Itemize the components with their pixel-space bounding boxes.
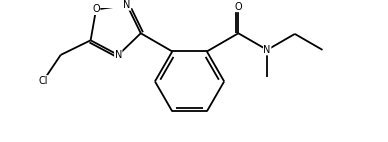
Text: Cl: Cl (39, 76, 48, 86)
Text: O: O (92, 5, 100, 14)
Text: N: N (263, 45, 271, 55)
Text: N: N (123, 0, 131, 10)
Text: O: O (235, 2, 242, 12)
Text: N: N (114, 50, 122, 60)
